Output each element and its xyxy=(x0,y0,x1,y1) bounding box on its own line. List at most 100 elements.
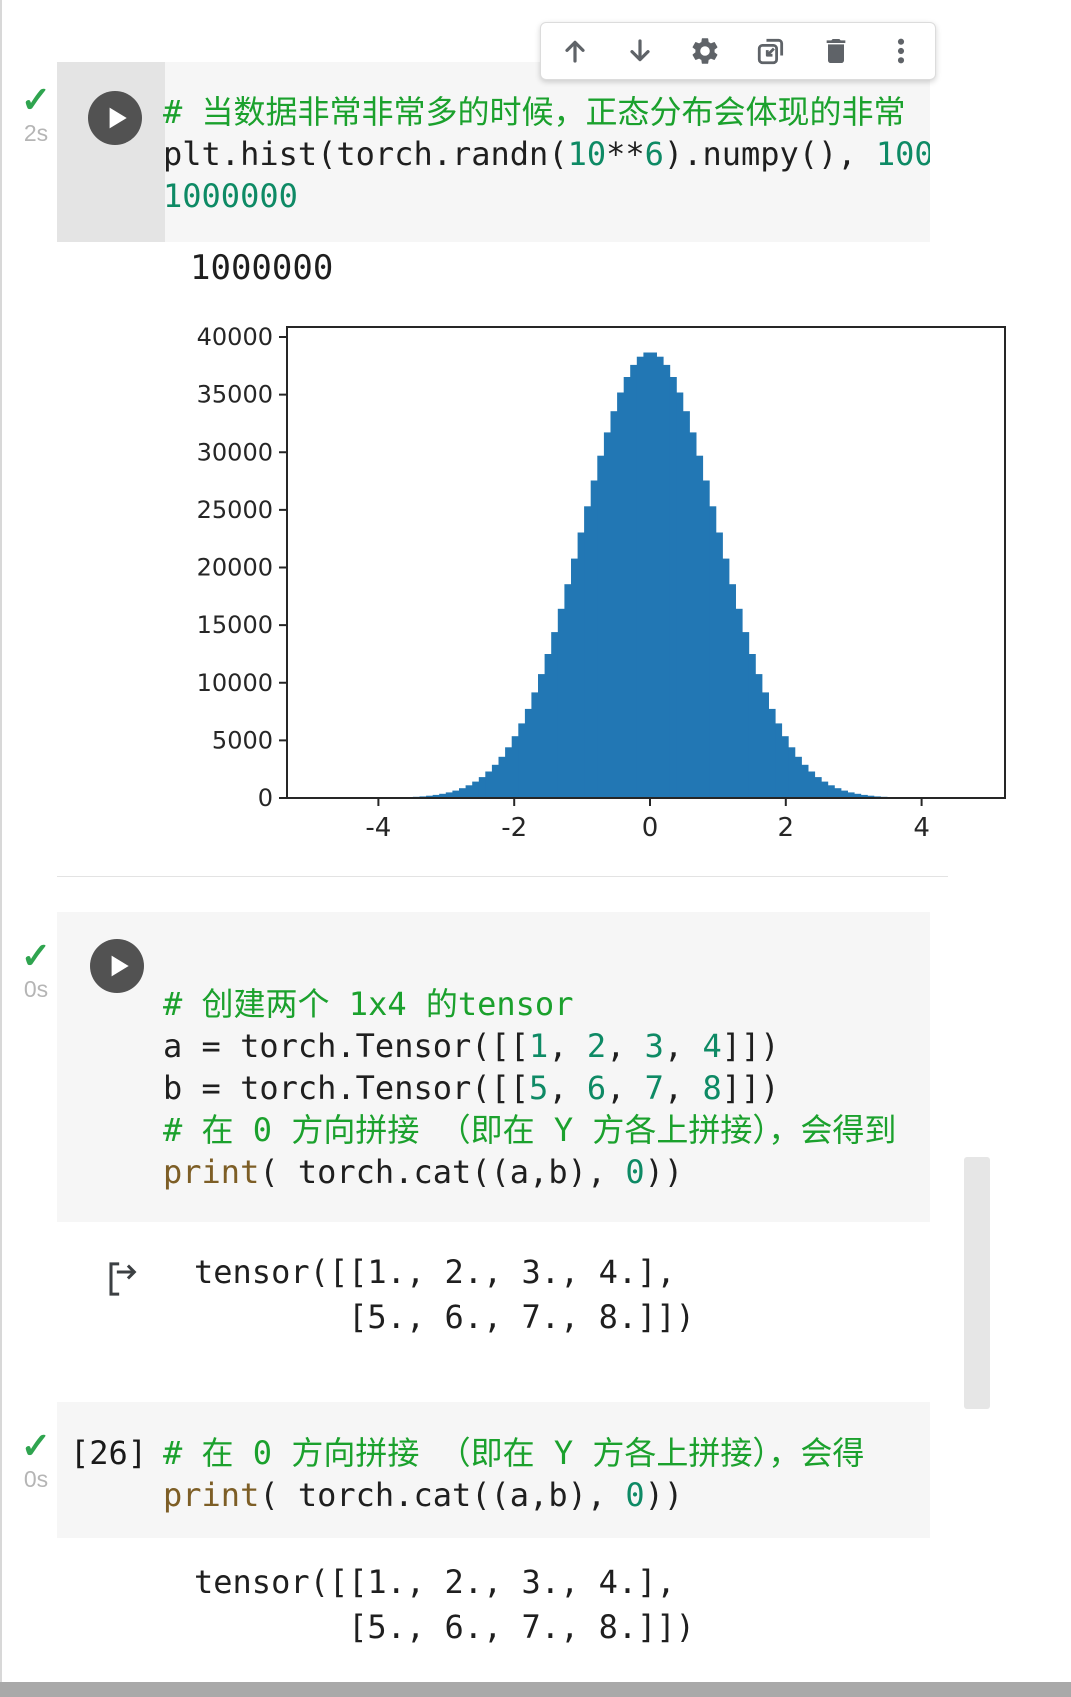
histogram-bar xyxy=(432,794,440,798)
more-cell-actions-icon[interactable] xyxy=(883,33,919,69)
y-tick-label: 15000 xyxy=(197,611,273,639)
histogram-bar xyxy=(577,532,585,798)
cell-gutter xyxy=(57,62,165,242)
histogram-bar xyxy=(808,771,816,798)
output-text: 1000000 xyxy=(190,248,334,288)
histogram-bar xyxy=(755,674,763,798)
y-tick-label: 5000 xyxy=(212,726,273,754)
run-cell-button[interactable] xyxy=(88,91,142,145)
code-line: # 在 0 方向拼接 （即在 Y 方各上拼接），会得到 xyxy=(163,1111,897,1149)
x-tick-label: 2 xyxy=(778,813,795,843)
histogram-bar xyxy=(478,777,486,798)
execution-status: ✓ 0s xyxy=(10,935,62,1003)
code-cell-1[interactable]: # 当数据非常非常多的时候，正态分布会体现的非常 plt.hist(torch.r… xyxy=(57,62,930,242)
histogram-bar xyxy=(643,352,651,798)
histogram-bar xyxy=(696,455,704,798)
histogram-bar xyxy=(518,723,526,798)
output-line: tensor([[1., 2., 3., 4.], xyxy=(194,1253,676,1291)
code-line: # 在 0 方向拼接 （即在 Y 方各上拼接），会得 xyxy=(163,1434,865,1472)
histogram-bar xyxy=(531,692,539,798)
histogram-bar xyxy=(847,792,855,798)
histogram-bar xyxy=(465,785,473,798)
code-line: plt.hist(torch.randn(10**6).numpy(), 100 xyxy=(163,135,930,173)
histogram-bar xyxy=(584,506,592,798)
code-line: # 创建两个 1x4 的tensor xyxy=(163,985,574,1023)
histogram-bar xyxy=(538,674,545,798)
histogram-bar xyxy=(827,785,835,798)
move-cell-down-icon[interactable] xyxy=(622,33,658,69)
execution-status: ✓ 2s xyxy=(10,82,62,147)
output-line: tensor([[1., 2., 3., 4.], xyxy=(194,1563,676,1601)
execution-time: 0s xyxy=(23,976,49,1002)
histogram-bar xyxy=(491,764,499,798)
histogram-bar xyxy=(544,654,552,798)
code-editor[interactable]: # 创建两个 1x4 的tensor a = torch.Tensor([[1, … xyxy=(163,912,930,1222)
delete-cell-icon[interactable] xyxy=(818,33,854,69)
histogram-bar xyxy=(729,584,736,798)
histogram-bar xyxy=(610,411,618,798)
histogram-bar xyxy=(854,793,862,798)
histogram-bar xyxy=(867,795,875,798)
axes-frame xyxy=(286,326,1006,799)
success-check-icon: ✓ xyxy=(20,1425,52,1466)
histogram-bar xyxy=(623,377,631,798)
y-tick-label: 40000 xyxy=(197,323,273,351)
histogram-bar xyxy=(794,756,802,798)
histogram-bar xyxy=(597,455,605,798)
histogram-bar xyxy=(669,377,677,798)
code-editor[interactable]: # 在 0 方向拼接 （即在 Y 方各上拼接），会得 print( torch.c… xyxy=(163,1402,930,1538)
histogram-bar xyxy=(768,708,776,798)
histogram-bar xyxy=(781,736,789,798)
y-tick-label: 25000 xyxy=(197,496,273,524)
histogram-bar xyxy=(860,794,868,798)
code-line: b = torch.Tensor([[5, 6, 7, 8]]) xyxy=(163,1069,780,1107)
histogram-bar xyxy=(742,632,750,798)
histogram-bar xyxy=(551,632,559,798)
histogram-bar xyxy=(472,781,480,798)
y-tick-label: 0 xyxy=(258,784,273,812)
y-tick-label: 35000 xyxy=(197,381,273,409)
code-cell-2[interactable]: # 创建两个 1x4 的tensor a = torch.Tensor([[1, … xyxy=(57,912,930,1222)
open-cell-in-window-icon[interactable] xyxy=(753,33,789,69)
y-tick-label: 20000 xyxy=(197,554,273,582)
cell-divider xyxy=(57,876,948,877)
histogram-bar xyxy=(788,747,796,798)
output-text: tensor([[1., 2., 3., 4.], [5., 6., 7., 8… xyxy=(194,1250,695,1340)
histogram-figure: 0 5000 10000 15000 20000 25000 30000 35000 40000… xyxy=(197,323,1006,843)
x-tick-label: -2 xyxy=(501,813,527,843)
histogram-bar xyxy=(801,764,809,798)
cell-settings-icon[interactable] xyxy=(687,33,723,69)
output-line: [5., 6., 7., 8.]]) xyxy=(194,1298,695,1336)
code-editor[interactable]: # 当数据非常非常多的时候，正态分布会体现的非常 plt.hist(torch.r… xyxy=(163,62,930,242)
page-left-border xyxy=(0,0,2,1697)
cell-toolbar xyxy=(540,22,936,80)
histogram-bar xyxy=(524,708,532,798)
output-text: tensor([[1., 2., 3., 4.], [5., 6., 7., 8… xyxy=(194,1560,695,1650)
histogram-bar xyxy=(689,432,697,798)
histogram-bar xyxy=(571,558,578,798)
histogram-bar xyxy=(821,781,829,798)
histogram-bar xyxy=(682,411,690,798)
histogram-bar xyxy=(590,480,598,798)
horizontal-scrollbar[interactable] xyxy=(0,1682,1071,1697)
histogram-bar xyxy=(445,792,453,798)
histogram-bar xyxy=(814,777,822,798)
histogram-bar xyxy=(676,392,684,798)
histogram-bar xyxy=(636,356,644,798)
vertical-scrollbar-thumb[interactable] xyxy=(964,1157,990,1409)
histogram-bar xyxy=(459,788,466,798)
histogram-bar xyxy=(505,747,513,798)
output-line: [5., 6., 7., 8.]]) xyxy=(194,1608,695,1646)
histogram-bar xyxy=(557,608,565,798)
histogram-bar xyxy=(762,692,769,798)
code-cell-3[interactable]: [26] # 在 0 方向拼接 （即在 Y 方各上拼接），会得 print( to… xyxy=(57,1402,930,1538)
x-tick-label: 0 xyxy=(642,813,659,843)
histogram-bar xyxy=(663,364,671,798)
histogram-bar xyxy=(656,356,664,798)
histogram-bar xyxy=(722,558,730,798)
success-check-icon: ✓ xyxy=(20,935,52,976)
histogram-bar xyxy=(617,392,625,798)
run-cell-button[interactable] xyxy=(90,939,144,993)
histogram-bar xyxy=(498,756,506,798)
move-cell-up-icon[interactable] xyxy=(557,33,593,69)
